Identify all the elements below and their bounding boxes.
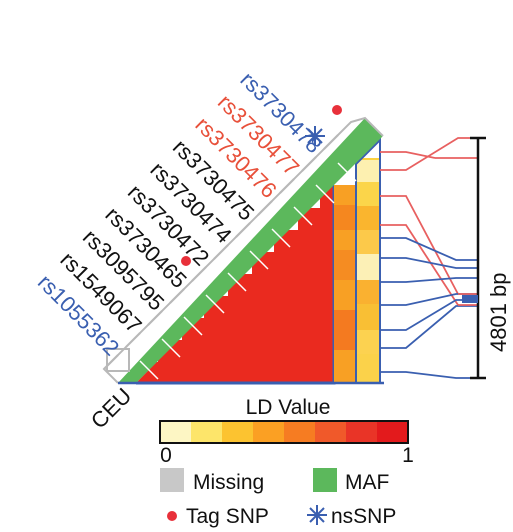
maf-swatch xyxy=(313,468,337,492)
missing-label: Missing xyxy=(193,471,264,494)
ns-snp-legend-icon xyxy=(307,505,327,525)
missing-cells xyxy=(106,348,130,372)
colorbar-cell xyxy=(253,421,285,443)
physical-map-highlight xyxy=(462,295,478,303)
snp-position-connectors xyxy=(380,137,478,379)
tag-snp-marker-rs3730465 xyxy=(181,256,191,266)
colorbar-title: LD Value xyxy=(246,396,331,419)
scale-label: 4801 bp xyxy=(486,272,511,352)
tag-snp-label: Tag SNP xyxy=(186,505,269,528)
colorbar-cell xyxy=(222,421,254,443)
missing-band-outline xyxy=(102,116,384,384)
maf-label: MAF xyxy=(345,471,389,494)
ld-colorbar xyxy=(160,421,409,443)
ns-snp-marker-rs3730477 xyxy=(305,126,325,146)
colorbar-cell xyxy=(346,421,378,443)
maf-cells xyxy=(139,162,357,380)
colorbar-max: 1 xyxy=(402,444,414,467)
colorbar-frame xyxy=(159,420,409,444)
colorbar-cell xyxy=(315,421,347,443)
missing-swatch xyxy=(160,468,184,492)
colorbar-cell xyxy=(160,421,192,443)
tag-snp-legend-icon xyxy=(167,511,177,521)
colorbar-cell xyxy=(191,421,223,443)
colorbar-cell xyxy=(377,421,409,443)
ns-snp-label: nsSNP xyxy=(331,505,396,528)
missing-band-ticks xyxy=(103,134,339,370)
tag-snp-marker-rs3730478 xyxy=(332,105,342,115)
colorbar-cell xyxy=(284,421,316,443)
physical-map-ruler xyxy=(470,136,486,380)
ld-column-2 xyxy=(356,158,380,383)
colorbar-min: 0 xyxy=(160,444,172,467)
ld-column-1 xyxy=(334,185,356,383)
population-label: CEU xyxy=(86,383,137,434)
